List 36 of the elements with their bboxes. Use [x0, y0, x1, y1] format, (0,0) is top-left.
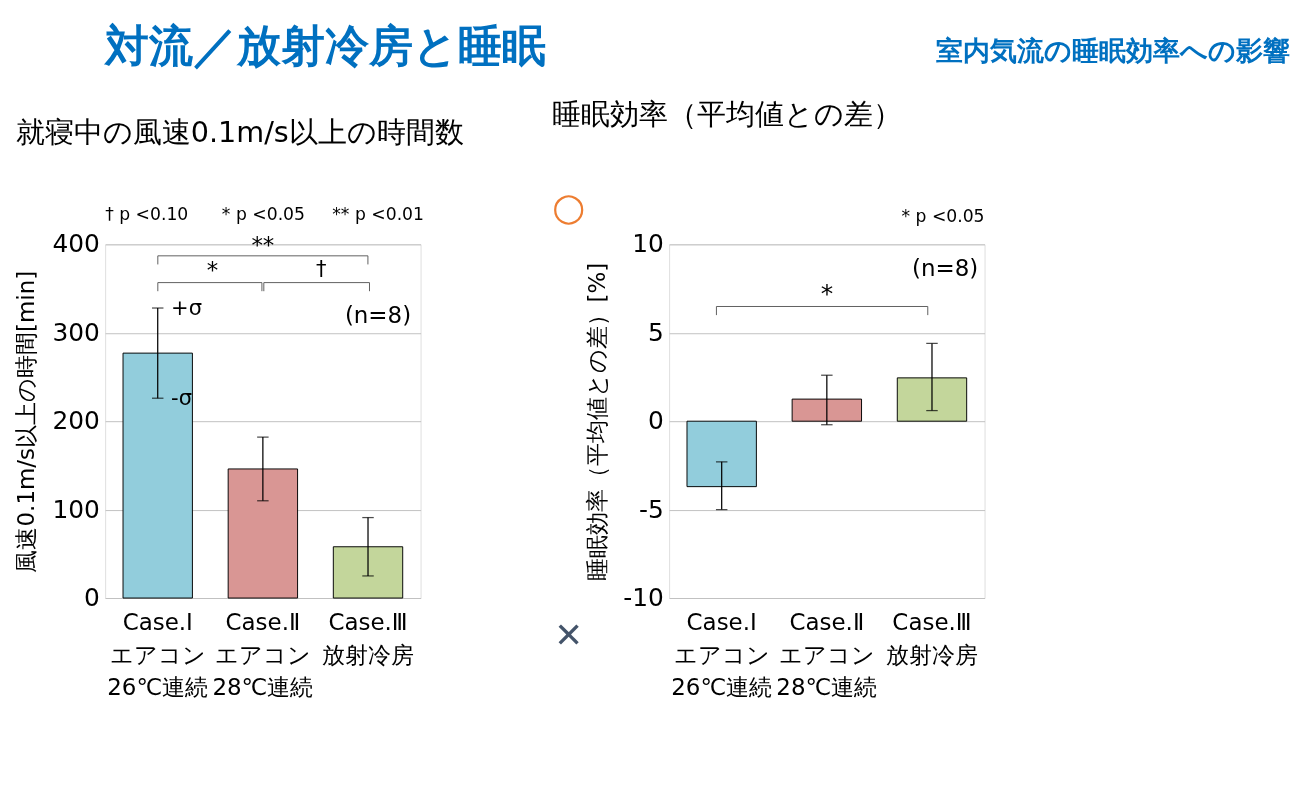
- annotation: -σ: [171, 384, 193, 410]
- annotation: (n=8): [344, 301, 412, 328]
- x-tick-label: Case.Ⅲ 放射冷房: [885, 609, 978, 668]
- text: 室内気流の睡眠効率への影響: [936, 34, 1291, 66]
- y-tick-label: 0: [648, 406, 664, 436]
- x-tick-label: Case.Ⅱ エアコン 28℃連続: [212, 609, 314, 701]
- text: ** p <0.01: [332, 204, 424, 225]
- chart-title: 就寝中の風速0.1m/s以上の時間数: [15, 115, 464, 150]
- y-tick-label: 400: [52, 229, 100, 259]
- annotation: +σ: [171, 294, 203, 320]
- text: ○: [552, 184, 586, 229]
- annotation: (n=8): [912, 254, 979, 281]
- y-axis-title: 風速0.1m/s以上の時間[min]: [13, 270, 40, 573]
- text: 対流／放射冷房と睡眠: [103, 19, 547, 71]
- annotation: *: [820, 278, 834, 308]
- text: * p <0.05: [901, 206, 985, 227]
- y-tick-label: 0: [84, 583, 100, 613]
- y-tick-label: 10: [632, 229, 664, 259]
- y-axis-title: 睡眠効率（平均値との差）[%]: [584, 262, 611, 581]
- y-tick-label: 5: [648, 317, 664, 347]
- annotation: †: [315, 255, 327, 281]
- text: † p <0.10: [105, 204, 189, 225]
- x-tick-label: Case.Ⅰ エアコン 26℃連続: [107, 609, 209, 701]
- text: * p <0.05: [221, 204, 305, 225]
- y-tick-label: 200: [52, 406, 100, 436]
- y-tick-label: -5: [639, 494, 664, 524]
- y-tick-label: 300: [52, 317, 100, 347]
- y-tick-label: -10: [623, 583, 664, 613]
- text: ✕: [554, 614, 584, 655]
- x-tick-label: Case.Ⅲ 放射冷房: [322, 609, 415, 668]
- annotation: *: [206, 256, 219, 283]
- x-tick-label: Case.Ⅰ エアコン 26℃連続: [671, 609, 773, 701]
- annotation: **: [251, 231, 275, 258]
- y-tick-label: 100: [52, 494, 100, 524]
- chart-title: 睡眠効率（平均値との差）: [552, 96, 903, 131]
- x-tick-label: Case.Ⅱ エアコン 28℃連続: [776, 609, 878, 701]
